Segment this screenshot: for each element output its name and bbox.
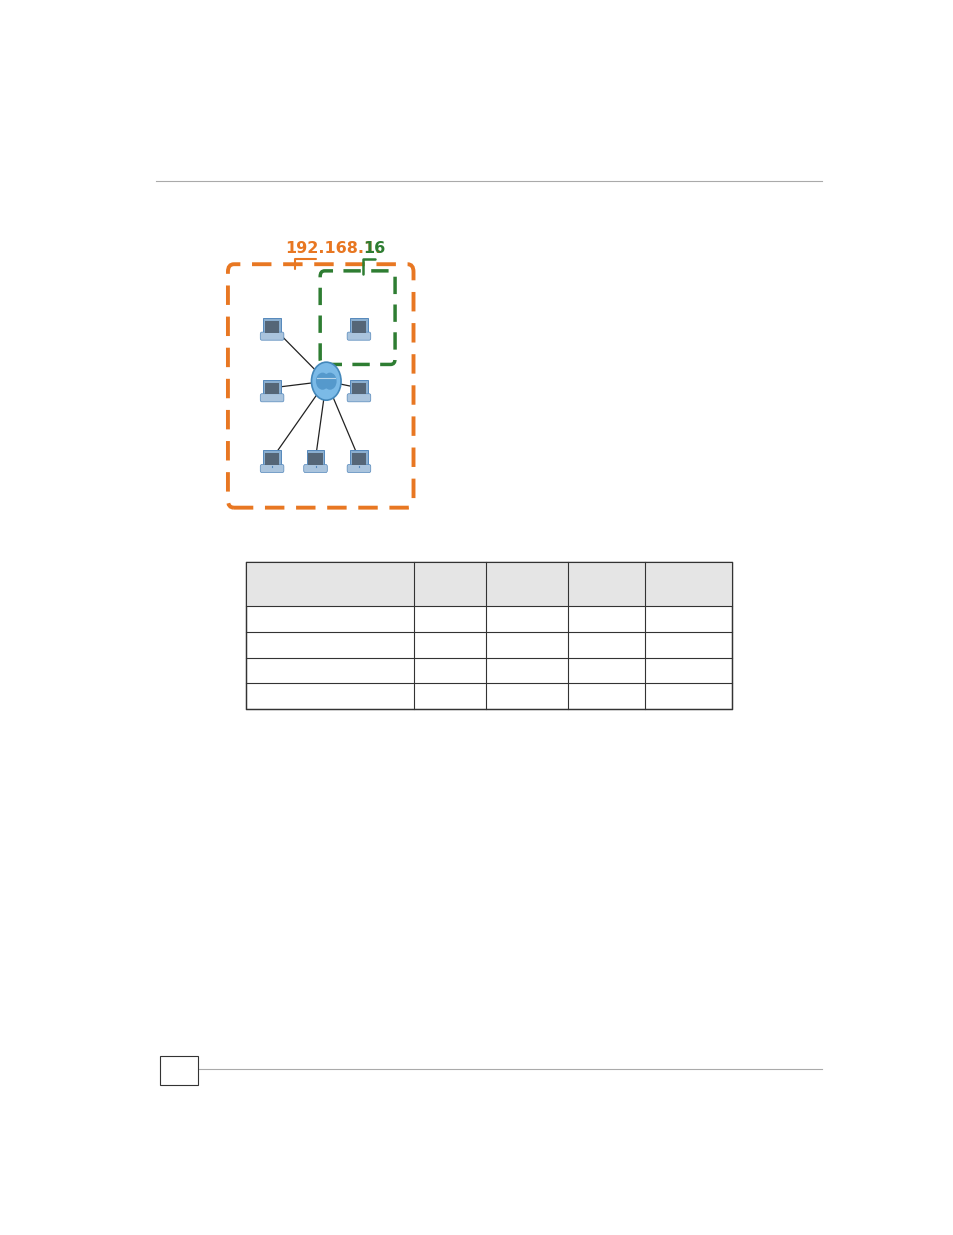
FancyBboxPatch shape [260,464,284,473]
Bar [265,453,279,466]
Circle shape [311,362,341,400]
FancyBboxPatch shape [228,264,413,508]
Bar [246,562,731,606]
FancyBboxPatch shape [347,464,371,473]
Bar [352,453,366,466]
Bar [263,379,280,396]
Bar [350,451,367,467]
Bar [265,383,279,394]
Circle shape [323,373,336,390]
Bar [160,1056,198,1084]
Bar [352,383,366,394]
FancyBboxPatch shape [320,270,395,364]
Bar [350,319,367,335]
Bar [265,321,279,332]
Circle shape [315,373,329,390]
FancyBboxPatch shape [260,394,284,401]
Bar [246,562,731,709]
Bar [263,319,280,335]
Bar [308,453,322,466]
Bar [352,321,366,332]
Bar [350,379,367,396]
FancyBboxPatch shape [303,464,327,473]
FancyBboxPatch shape [260,332,284,340]
FancyBboxPatch shape [347,394,371,401]
Text: 192.168.1.: 192.168.1. [285,241,381,256]
Bar [307,451,324,467]
FancyBboxPatch shape [347,332,371,340]
Text: 16: 16 [363,241,385,256]
Bar [263,451,280,467]
